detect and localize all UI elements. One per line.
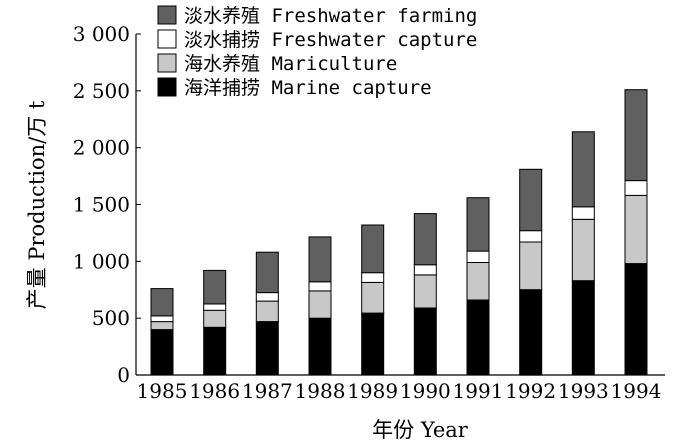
bar-1987-series-1 bbox=[255, 300, 279, 323]
legend-label-3: 淡水养殖 Freshwater farming bbox=[184, 5, 477, 27]
x-tick-label-1986: 1986 bbox=[189, 379, 240, 403]
bars-group bbox=[150, 89, 648, 376]
bar-1988-series-2 bbox=[308, 281, 332, 292]
x-tick-label-1993: 1993 bbox=[558, 379, 609, 403]
x-tick-label-1988: 1988 bbox=[295, 379, 346, 403]
bar-1993-series-2 bbox=[571, 206, 595, 220]
bar-1993-series-0 bbox=[571, 280, 595, 376]
y-tick-label-1500: 1 500 bbox=[73, 193, 130, 217]
x-tick-label-1992: 1992 bbox=[505, 379, 556, 403]
x-tick-label-1989: 1989 bbox=[347, 379, 398, 403]
bar-1990-series-3 bbox=[413, 213, 437, 266]
legend-swatch-3 bbox=[157, 5, 177, 25]
legend-swatch-2 bbox=[157, 29, 177, 49]
x-axis-title: 年份 Year bbox=[372, 418, 469, 442]
bar-1987-series-0 bbox=[255, 321, 279, 376]
bar-1991-series-0 bbox=[466, 299, 490, 376]
bar-1991-series-1 bbox=[466, 262, 490, 301]
bar-1993-series-3 bbox=[571, 131, 595, 208]
bar-1994-series-3 bbox=[624, 89, 648, 182]
bar-1987-series-2 bbox=[255, 292, 279, 302]
legend-label-0: 海洋捕捞 Marine capture bbox=[184, 77, 432, 99]
bar-1989-series-2 bbox=[361, 272, 385, 283]
legend-label-1: 海水养殖 Mariculture bbox=[184, 53, 397, 75]
bar-1986-series-0 bbox=[203, 326, 227, 376]
bar-1985-series-0 bbox=[150, 329, 174, 376]
y-tick-label-0: 0 bbox=[117, 363, 130, 387]
x-tick-label-1994: 1994 bbox=[611, 379, 662, 403]
bar-1990-series-2 bbox=[413, 264, 437, 276]
bar-1990-series-0 bbox=[413, 307, 437, 376]
bar-1985-series-3 bbox=[150, 288, 174, 317]
bar-1985-series-1 bbox=[150, 321, 174, 331]
y-tick-label-2000: 2 000 bbox=[73, 136, 130, 160]
y-tick-label-500: 500 bbox=[92, 306, 130, 330]
bar-1988-series-0 bbox=[308, 317, 332, 376]
bar-1988-series-3 bbox=[308, 236, 332, 283]
bar-1994-series-0 bbox=[624, 263, 648, 376]
bar-1994-series-1 bbox=[624, 194, 648, 265]
bar-1992-series-1 bbox=[519, 241, 543, 291]
x-tick-label-1991: 1991 bbox=[453, 379, 504, 403]
bar-1989-series-1 bbox=[361, 281, 385, 314]
x-tick-label-1987: 1987 bbox=[242, 379, 293, 403]
bar-1993-series-1 bbox=[571, 218, 595, 282]
y-axis-title: 产量 Production/万 t bbox=[25, 100, 49, 309]
bar-1992-series-0 bbox=[519, 289, 543, 376]
bar-1991-series-3 bbox=[466, 197, 490, 252]
bar-1986-series-2 bbox=[203, 303, 227, 311]
bar-1994-series-2 bbox=[624, 180, 648, 196]
bar-1985-series-2 bbox=[150, 315, 174, 323]
legend-swatch-1 bbox=[157, 53, 177, 73]
bar-1987-series-3 bbox=[255, 251, 279, 294]
bar-1989-series-3 bbox=[361, 224, 385, 274]
x-tick-label-1990: 1990 bbox=[400, 379, 451, 403]
y-tick-label-1000: 1 000 bbox=[73, 249, 130, 273]
bar-1990-series-1 bbox=[413, 274, 437, 309]
legend-label-2: 淡水捕捞 Freshwater capture bbox=[184, 29, 477, 51]
bar-1992-series-2 bbox=[519, 230, 543, 243]
y-tick-label-3000: 3 000 bbox=[73, 22, 130, 46]
bar-1992-series-3 bbox=[519, 168, 543, 232]
y-tick-label-2500: 2 500 bbox=[73, 79, 130, 103]
bar-1989-series-0 bbox=[361, 312, 385, 376]
legend-swatch-0 bbox=[157, 77, 177, 97]
bar-1986-series-1 bbox=[203, 309, 227, 328]
bar-1986-series-3 bbox=[203, 269, 227, 305]
bar-1988-series-1 bbox=[308, 290, 332, 319]
bar-1991-series-2 bbox=[466, 250, 490, 264]
x-tick-label-1985: 1985 bbox=[137, 379, 188, 403]
